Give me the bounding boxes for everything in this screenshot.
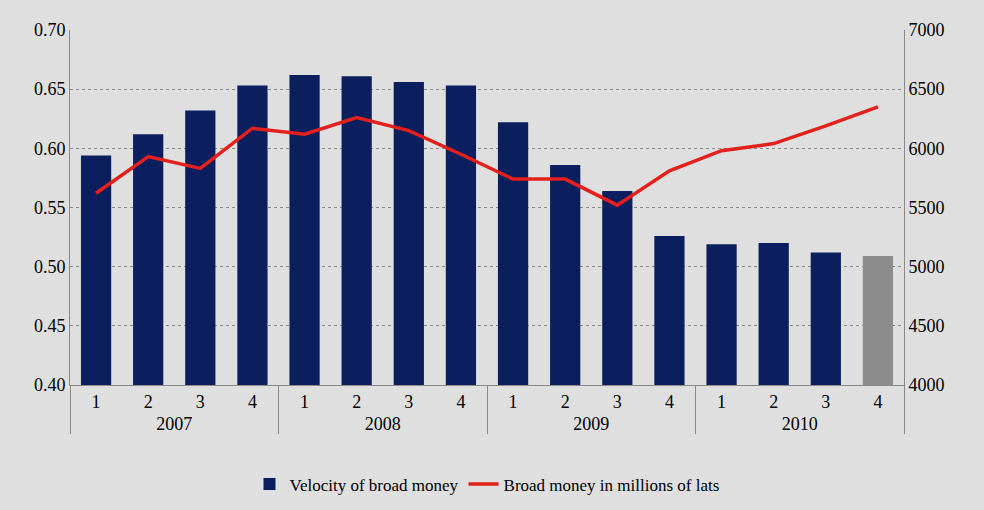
- svg-text:2008: 2008: [365, 414, 401, 434]
- svg-text:4: 4: [873, 392, 882, 412]
- svg-text:2: 2: [144, 392, 153, 412]
- svg-text:4: 4: [248, 392, 257, 412]
- svg-text:1: 1: [300, 392, 309, 412]
- svg-text:Velocity of broad money: Velocity of broad money: [290, 476, 459, 495]
- svg-text:2: 2: [352, 392, 361, 412]
- svg-text:3: 3: [613, 392, 622, 412]
- svg-text:1: 1: [92, 392, 101, 412]
- svg-text:4: 4: [456, 392, 465, 412]
- svg-text:0.70: 0.70: [34, 20, 66, 40]
- svg-text:0.40: 0.40: [34, 375, 66, 395]
- svg-text:2010: 2010: [782, 414, 818, 434]
- svg-text:4500: 4500: [909, 316, 945, 336]
- svg-text:4000: 4000: [909, 375, 945, 395]
- svg-text:3: 3: [821, 392, 830, 412]
- svg-text:Broad money in millions of lat: Broad money in millions of lats: [504, 476, 720, 495]
- svg-text:0.55: 0.55: [34, 198, 66, 218]
- svg-text:7000: 7000: [909, 20, 945, 40]
- svg-text:0.65: 0.65: [34, 79, 66, 99]
- svg-text:0.45: 0.45: [34, 316, 66, 336]
- svg-text:2: 2: [561, 392, 570, 412]
- svg-text:2007: 2007: [156, 414, 192, 434]
- svg-text:2009: 2009: [573, 414, 609, 434]
- svg-text:0.50: 0.50: [34, 257, 66, 277]
- svg-text:3: 3: [196, 392, 205, 412]
- svg-text:4: 4: [665, 392, 674, 412]
- svg-text:5000: 5000: [909, 257, 945, 277]
- svg-text:2: 2: [769, 392, 778, 412]
- svg-text:3: 3: [404, 392, 413, 412]
- svg-text:6500: 6500: [909, 79, 945, 99]
- svg-text:1: 1: [509, 392, 518, 412]
- svg-text:5500: 5500: [909, 198, 945, 218]
- svg-text:6000: 6000: [909, 139, 945, 159]
- svg-text:0.60: 0.60: [34, 139, 66, 159]
- svg-text:1: 1: [717, 392, 726, 412]
